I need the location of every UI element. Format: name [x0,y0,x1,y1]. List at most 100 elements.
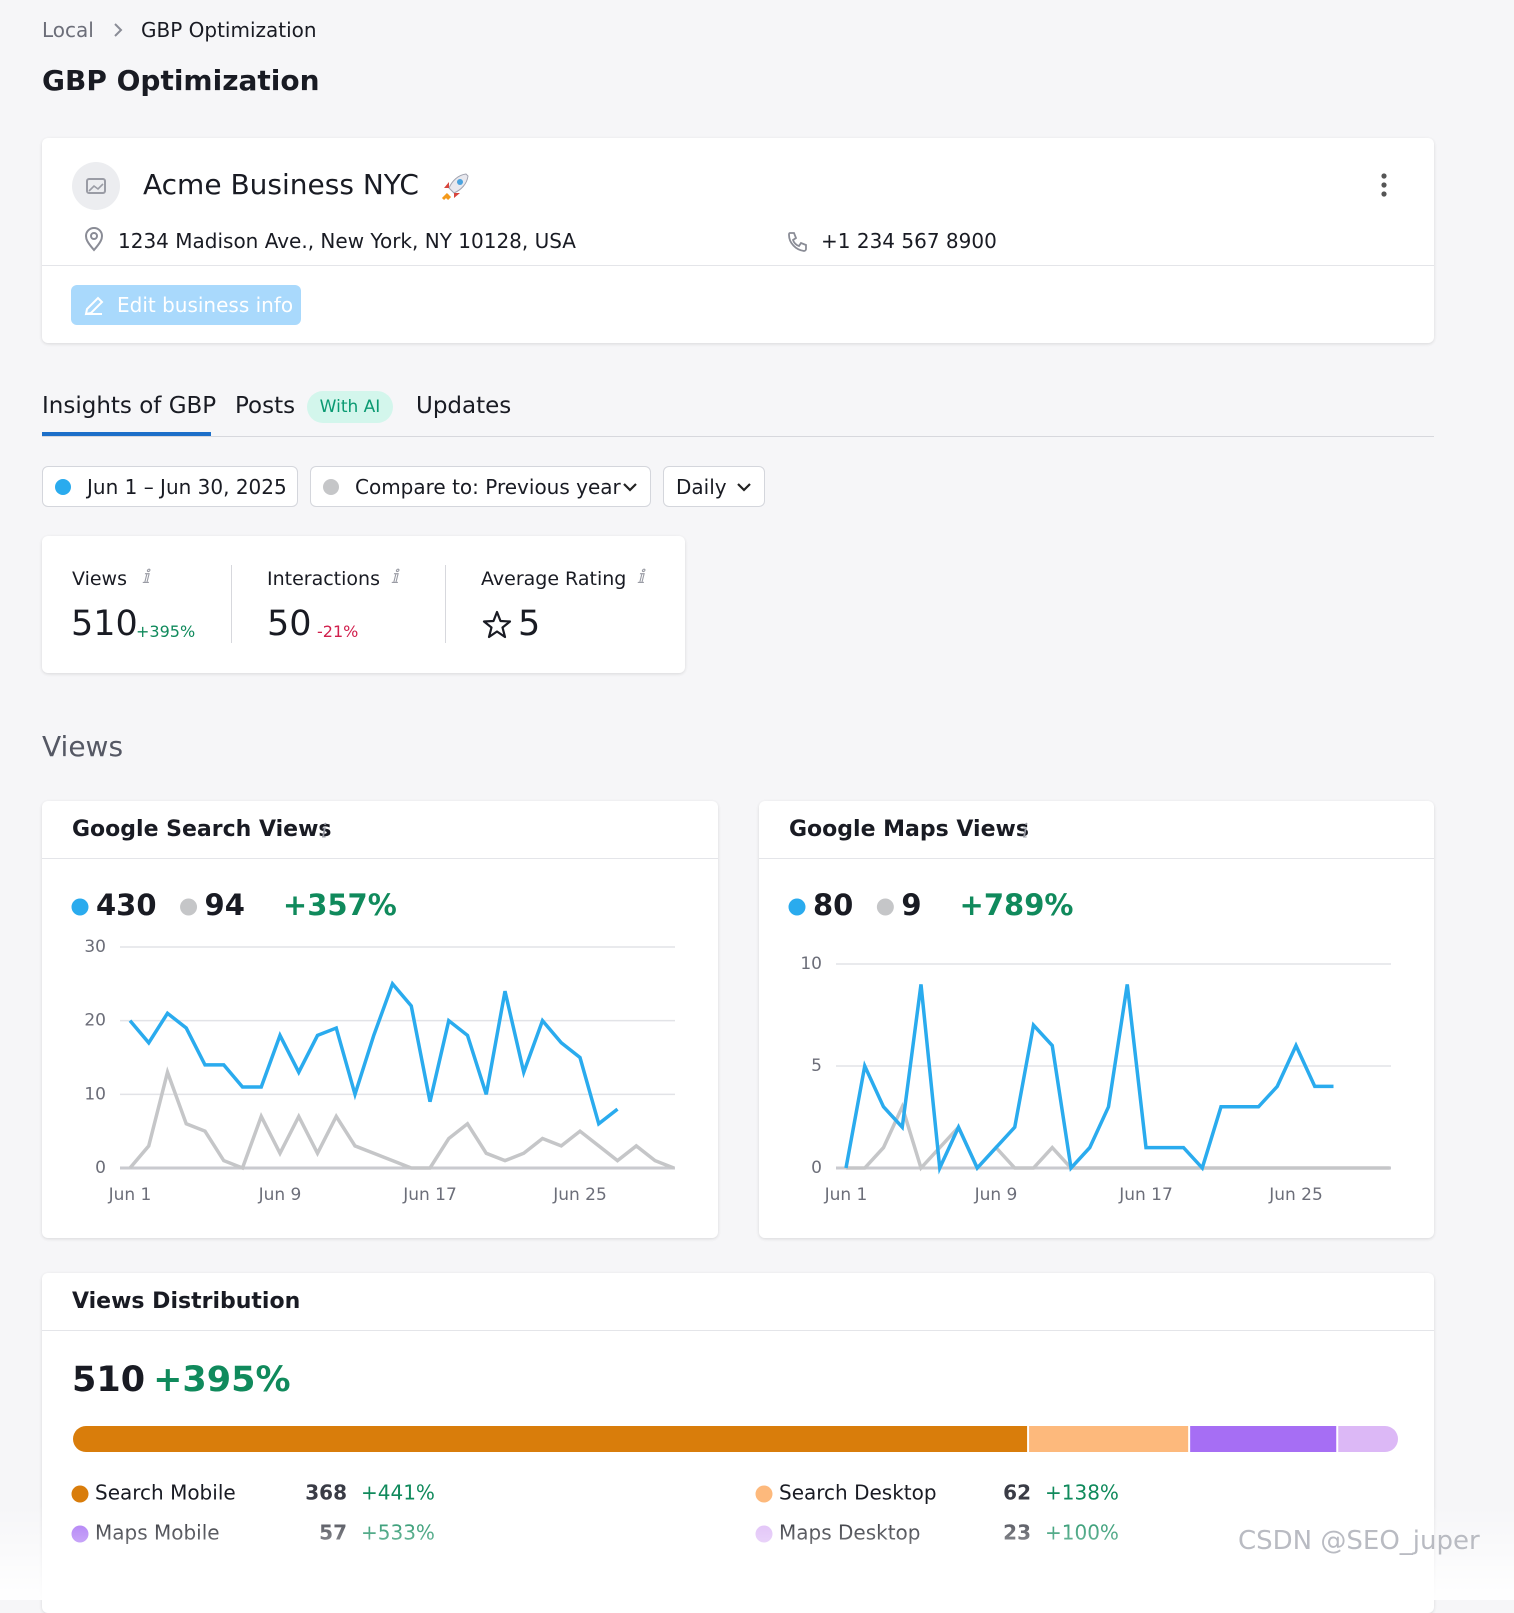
tab-underline [42,432,211,436]
compare-filter[interactable]: Compare to: Previous year [310,466,651,507]
legend-dot [755,1485,773,1503]
breadcrumb-item[interactable]: Local [42,18,94,42]
legend-dot [71,1485,89,1503]
business-card: Acme Business NYC 1234 Madison Ave., New… [42,138,1434,343]
compare-label: Compare to: Previous year [355,475,621,499]
phone-icon [788,232,807,252]
summary-total: 430 [96,888,157,922]
bar-segment [1029,1426,1189,1452]
divider [42,858,718,859]
kpi-value: 5 [518,604,541,644]
star-icon [482,610,512,639]
x-tick-label: Jun 1 [824,1185,868,1205]
y-tick-label: 10 [800,954,822,974]
granularity-label: Daily [676,475,727,499]
more-menu[interactable] [1376,170,1392,202]
kpi-value: 50 [267,604,312,644]
chevron [623,483,637,492]
legend-change: +138% [1045,1481,1119,1505]
breadcrumb-item: GBP Optimization [141,18,317,42]
kpi-card: Views 𝕚 510 +395% Interactions 𝕚 50 -21%… [42,536,685,673]
bar-segment [1338,1426,1398,1452]
chevron [737,483,751,492]
distribution-change: +395% [153,1360,290,1400]
maps-views-card [759,801,1434,1238]
kpi-label: Interactions [267,568,380,590]
line-series [128,980,619,1127]
date-range: Jun 1 – Jun 30, 2025 [87,475,287,499]
line-series [844,984,1334,1175]
info-icon: i [1022,819,1028,843]
business-phone: +1 234 567 8900 [821,229,997,253]
chart-title: Views Distribution [72,1289,300,1314]
business-name: Acme Business NYC [143,168,419,201]
summary-dot [788,898,806,916]
x-tick-label: Jun 17 [402,1185,457,1205]
legend-value: 368 [305,1481,347,1505]
y-tick-label: 10 [84,1084,106,1104]
summary-dot [180,898,198,916]
info-icon[interactable]: 𝕚 [391,566,399,588]
granularity-filter[interactable]: Daily [663,466,765,507]
kpi-divider [231,565,232,643]
divider [42,265,1434,266]
bar-segment [73,1426,1028,1452]
summary-dot [71,898,89,916]
location-icon [84,227,104,252]
tab[interactable]: Insights of GBP [42,393,217,419]
watermark: CSDN @SEO_juper [1238,1526,1480,1556]
chart-title: Google Search Views [72,817,332,842]
x-tick-label: Jun 25 [552,1185,607,1205]
kpi-label: Views [72,568,127,590]
y-tick-label: 0 [811,1158,822,1178]
edit-button-label: Edit business info [117,293,294,317]
x-tick-label: Jun 17 [1118,1185,1173,1205]
info-icon[interactable]: 𝕚 [142,566,150,588]
divider [42,1330,1434,1331]
info-icon: i [321,819,327,843]
edit-button[interactable]: Edit business info [71,285,301,325]
summary-change: +789% [960,888,1074,922]
summary-dot [876,898,894,916]
kpi-change: +395% [136,622,196,641]
divider [759,858,1434,859]
legend-name: Search Mobile [95,1481,236,1505]
line-series [846,1101,1390,1172]
bar-segment [1190,1426,1337,1452]
x-tick-label: Jun 9 [974,1185,1018,1205]
info-icon[interactable]: 𝕚 [637,566,645,588]
summary-total: 94 [205,888,245,922]
breadcrumb-separator [114,23,123,37]
y-tick-label: 5 [811,1056,822,1076]
x-tick-label: Jun 1 [108,1185,152,1205]
date-filter[interactable]: Jun 1 – Jun 30, 2025 [42,466,298,507]
business-avatar [72,162,120,210]
kpi-value: 510 [71,604,138,644]
tabs-divider [42,436,1434,437]
tab[interactable]: Updates [416,393,512,419]
x-tick-label: Jun 25 [1268,1185,1323,1205]
summary-total: 80 [813,888,853,922]
distribution-total: 510 [72,1360,145,1400]
y-tick-label: 20 [84,1011,106,1031]
rocket-emoji [441,173,469,201]
legend-value: 62 [1003,1481,1031,1505]
previous-dot [323,479,339,495]
summary-total: 9 [901,888,921,922]
section-title: Views [42,730,124,763]
ai-badge: With AI [307,391,393,423]
tab[interactable]: Posts [235,393,296,419]
kpi-change: -21% [317,622,359,641]
page-title: GBP Optimization [42,64,320,97]
y-tick-label: 0 [95,1158,106,1178]
y-tick-label: 30 [84,937,106,957]
business-address: 1234 Madison Ave., New York, NY 10128, U… [118,229,576,253]
legend-name: Search Desktop [779,1481,937,1505]
summary-change: +357% [283,888,397,922]
line-series [128,1066,675,1171]
edit-icon [84,296,104,316]
chart-title: Google Maps Views [789,817,1029,842]
kpi-divider [445,565,446,643]
